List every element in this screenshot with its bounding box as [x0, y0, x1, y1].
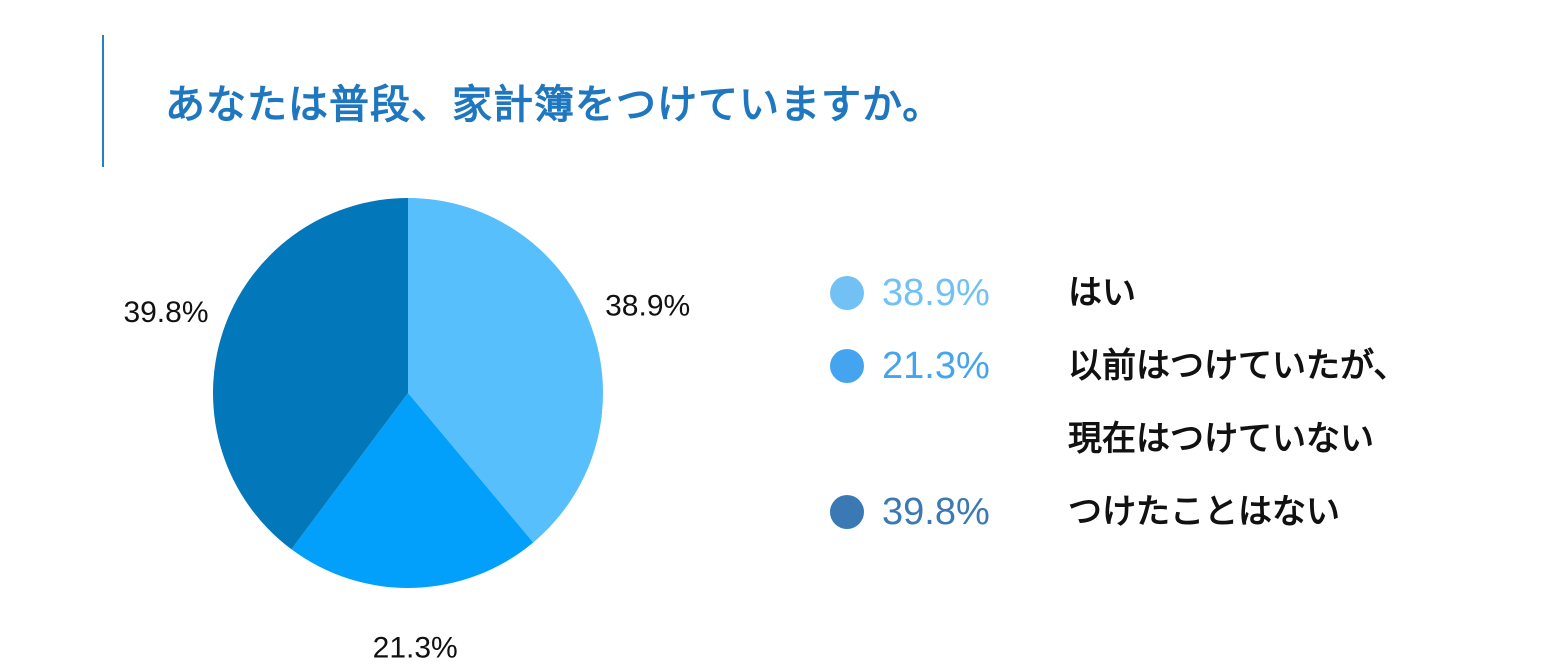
legend-label-line: つけたことはない — [1068, 492, 1340, 532]
legend-swatch — [830, 276, 864, 310]
chart-title: あなたは普段、家計簿をつけていますか。 — [165, 82, 944, 128]
legend-label-line: 以前はつけていたが、 — [1068, 346, 1408, 386]
pie-slice — [408, 198, 603, 543]
legend-value: 21.3% — [882, 345, 990, 387]
legend-value: 38.9% — [882, 272, 990, 314]
legend-swatch — [830, 349, 864, 383]
legend-value: 39.8% — [882, 491, 990, 533]
legend-label-line: 現在はつけていない — [1068, 419, 1374, 459]
pie-slice — [213, 198, 408, 550]
legend-label-line: はい — [1068, 273, 1136, 313]
slice-data-label: 38.9% — [605, 289, 690, 322]
title-accent-bar — [102, 35, 104, 167]
pie-slice — [291, 393, 534, 588]
slice-data-label: 39.8% — [123, 296, 208, 329]
slice-data-label: 21.3% — [373, 631, 458, 664]
legend-swatch — [830, 495, 864, 529]
legend-label: つけたことはない — [1068, 487, 1340, 537]
legend-label: はい — [1068, 268, 1136, 318]
legend-label: 以前はつけていたが、 現在はつけていない — [1068, 341, 1407, 464]
